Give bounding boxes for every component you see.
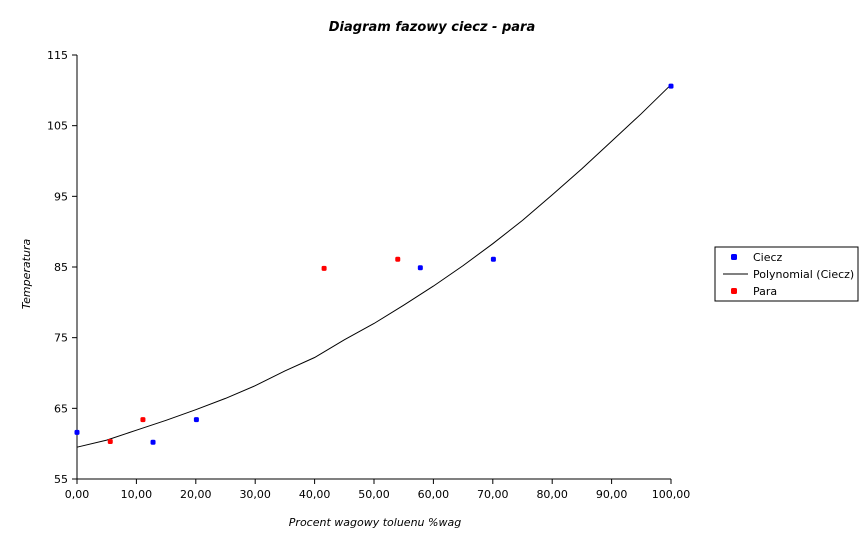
data-point-ciecz <box>490 256 496 262</box>
x-tick-label: 10,00 <box>121 488 153 501</box>
data-point-para <box>140 417 146 423</box>
y-tick-label: 55 <box>54 473 68 486</box>
x-tick-label: 0,00 <box>65 488 90 501</box>
data-point-para <box>321 265 327 271</box>
y-tick-label: 85 <box>54 261 68 274</box>
legend: Ciecz Polynomial (Ciecz) Para <box>714 246 859 302</box>
x-tick-label: 30,00 <box>239 488 271 501</box>
y-tick-label: 65 <box>54 402 68 415</box>
x-tick-label: 90,00 <box>596 488 628 501</box>
data-point-ciecz <box>417 265 423 271</box>
y-tick-label: 115 <box>47 49 68 62</box>
data-point-ciecz <box>193 417 199 423</box>
x-axis-label: Procent wagowy toluenu %wag <box>289 516 461 529</box>
y-tick-label: 75 <box>54 332 68 345</box>
legend-swatch-ciecz <box>731 254 737 260</box>
x-tick-label: 80,00 <box>536 488 568 501</box>
legend-label-polynomial-ciecz: Polynomial (Ciecz) <box>753 268 854 281</box>
data-point-para <box>107 439 113 445</box>
x-tick-label: 50,00 <box>358 488 390 501</box>
y-axis-label: Temperatura <box>20 239 33 310</box>
trendline-polynomial-ciecz <box>76 84 672 448</box>
data-point-ciecz <box>74 429 80 435</box>
x-tick-label: 60,00 <box>418 488 450 501</box>
x-tick-label: 40,00 <box>299 488 331 501</box>
legend-label-ciecz: Ciecz <box>753 251 783 264</box>
chart-title: Diagram fazowy ciecz - para <box>329 20 535 35</box>
x-tick-label: 70,00 <box>477 488 509 501</box>
x-tick-label: 100,00 <box>652 488 691 501</box>
legend-swatch-para <box>731 288 737 294</box>
legend-label-para: Para <box>753 285 777 298</box>
x-tick-label: 20,00 <box>180 488 212 501</box>
data-point-para <box>395 256 401 262</box>
y-tick-label: 105 <box>47 120 68 133</box>
plot-area: 55 65 75 85 95 105 115 0,00 10,00 20,00 30,00 40,00… <box>47 49 690 501</box>
y-tick-label: 95 <box>54 190 68 203</box>
data-point-ciecz <box>150 439 156 445</box>
data-point-ciecz <box>668 83 674 89</box>
